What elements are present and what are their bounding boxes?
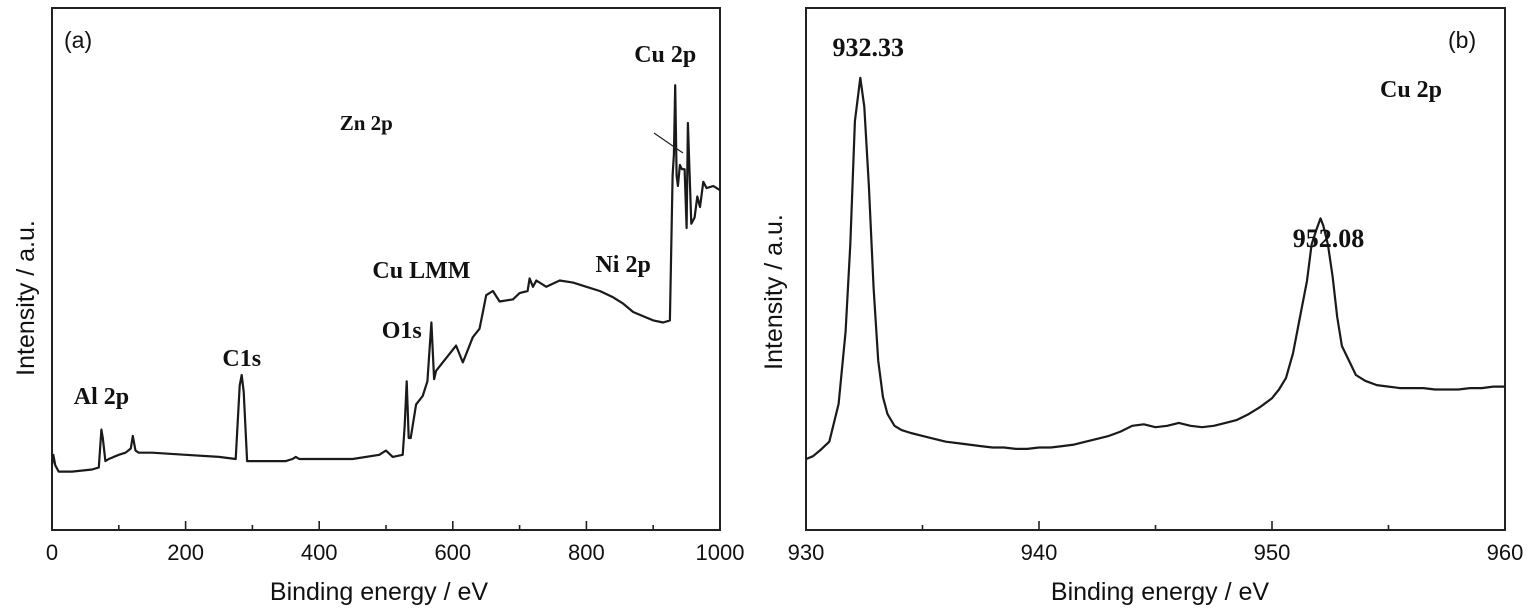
x-tick-label: 930: [788, 540, 825, 565]
panel-a-peak-annotations: Al 2p C1s O1s Cu LMM Ni 2p Zn 2p Cu 2p: [74, 42, 697, 410]
x-tick-label: 600: [434, 540, 471, 565]
x-tick-label: 1000: [696, 540, 745, 565]
peak-annotation: 952.08: [1293, 224, 1365, 253]
panel-a-y-axis-title: Intensity / a.u.: [12, 220, 40, 376]
panel-a-zn2p-leader-line: [653, 132, 684, 154]
spectrum-series-line: [805, 76, 1505, 461]
x-tick-label: 940: [1021, 540, 1058, 565]
panel-b-x-axis-title: Binding energy / eV: [1051, 578, 1270, 606]
x-tick-label: 800: [568, 540, 605, 565]
peak-annotation: C1s: [222, 346, 261, 372]
panel-a-x-axis-title: Binding energy / eV: [270, 578, 489, 606]
panel-b-x-ticks: 930 940 950 960: [788, 521, 1524, 565]
peak-annotation: Al 2p: [74, 384, 129, 410]
panel-b-spectrum-line: [805, 76, 1505, 461]
panel-b-peak-annotations: 932.33 952.08: [833, 33, 1365, 253]
panel-b-label: (b): [1448, 27, 1476, 53]
x-tick-label: 950: [1254, 540, 1291, 565]
panel-a-label: (a): [64, 27, 92, 53]
panel-a-survey-spectrum: (a) Binding energy / eV Intensity / a.u.…: [12, 7, 745, 606]
spectrum-series-line: [50, 84, 721, 473]
panel-a-x-ticks: 0 200 400 600 800 1000: [46, 521, 745, 565]
x-tick-label: 200: [167, 540, 204, 565]
panel-b-y-axis-title: Intensity / a.u.: [760, 214, 788, 370]
peak-annotation: Cu 2p: [634, 42, 696, 68]
panel-a-spectrum-line: [50, 84, 721, 473]
peak-annotation: O1s: [382, 318, 422, 344]
peak-annotation: 932.33: [833, 33, 905, 62]
panel-b-cu2p-spectrum: (b) Cu 2p Binding energy / eV Intensity …: [760, 7, 1524, 606]
panel-b-cu2p-annotation: Cu 2p: [1380, 77, 1442, 103]
x-tick-label: 0: [46, 540, 58, 565]
peak-annotation: Zn 2p: [340, 111, 393, 135]
peak-annotation: Ni 2p: [595, 252, 650, 278]
peak-annotation: Cu LMM: [372, 258, 470, 284]
x-tick-label: 960: [1487, 540, 1524, 565]
x-tick-label: 400: [301, 540, 338, 565]
